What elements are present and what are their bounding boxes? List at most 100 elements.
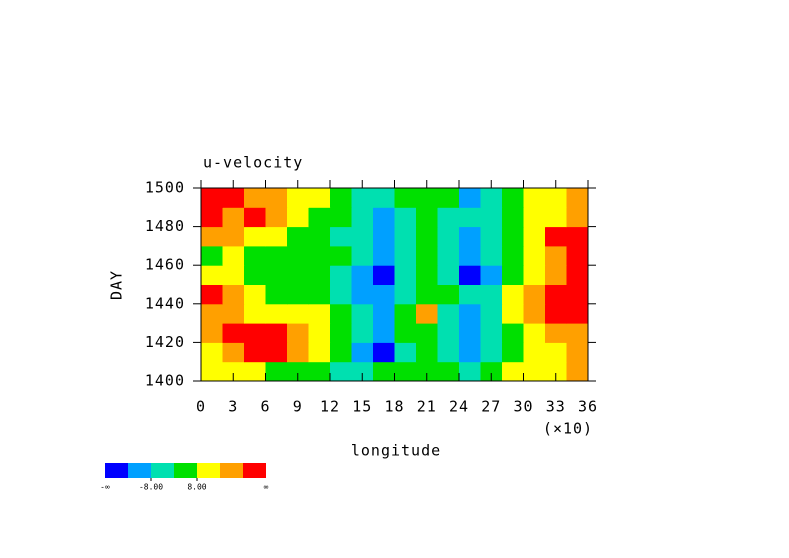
cell	[351, 265, 374, 285]
colorbar-label: -8.00	[139, 483, 163, 492]
cell	[330, 303, 352, 324]
cell	[201, 284, 223, 305]
x-tick-label: 15	[352, 398, 372, 416]
cell	[244, 284, 266, 305]
cell	[480, 245, 503, 266]
colorbar-swatch	[105, 463, 128, 478]
cell	[459, 361, 481, 382]
cell	[287, 245, 309, 266]
cell	[351, 303, 374, 324]
cell	[201, 303, 223, 324]
cell	[265, 303, 288, 324]
cell	[545, 188, 567, 208]
cell	[545, 342, 567, 363]
x-scale-label: (×10)	[543, 420, 593, 438]
cell	[437, 342, 460, 363]
cell	[394, 265, 417, 285]
cell	[394, 245, 417, 266]
cell	[523, 342, 546, 363]
colorbar: -8.00 8.00 -∞ ∞	[100, 463, 269, 492]
cell	[330, 265, 352, 285]
cell	[244, 226, 266, 247]
cell	[265, 323, 288, 343]
cell	[351, 342, 374, 363]
cell	[480, 323, 503, 343]
cell	[459, 265, 481, 285]
cell	[373, 303, 395, 324]
x-tick-label: 30	[513, 398, 533, 416]
cell	[244, 265, 266, 285]
cell	[201, 207, 223, 228]
cell	[201, 265, 223, 285]
cell	[330, 207, 352, 228]
cell	[523, 207, 546, 228]
y-tick-label: 1460	[145, 256, 185, 274]
cell	[545, 245, 567, 266]
cell	[502, 323, 524, 343]
cell	[287, 188, 309, 208]
colorbar-swatch	[243, 463, 266, 478]
y-tick-label: 1400	[145, 372, 185, 390]
cell	[566, 342, 589, 363]
cell	[351, 361, 374, 382]
cell	[566, 207, 589, 228]
cell	[566, 323, 589, 343]
cell	[308, 226, 331, 247]
cell	[416, 361, 438, 382]
y-tick-label: 1420	[145, 333, 185, 351]
cell	[265, 342, 288, 363]
cell	[330, 226, 352, 247]
cell	[394, 342, 417, 363]
cell	[373, 323, 395, 343]
cell	[545, 207, 567, 228]
cell	[265, 226, 288, 247]
cell	[308, 361, 331, 382]
cell	[523, 323, 546, 343]
cell	[330, 323, 352, 343]
cell	[201, 342, 223, 363]
colorbar-swatch	[197, 463, 220, 478]
cell	[437, 284, 460, 305]
cell	[244, 245, 266, 266]
cell	[437, 245, 460, 266]
colorbar-label: -∞	[100, 483, 110, 492]
x-tick-label: 33	[546, 398, 566, 416]
cell	[287, 226, 309, 247]
cell	[308, 188, 331, 208]
cell	[545, 361, 567, 382]
cell	[502, 188, 524, 208]
cell	[502, 342, 524, 363]
colorbar-swatch	[128, 463, 151, 478]
cell	[244, 323, 266, 343]
cell	[373, 226, 395, 247]
cell	[459, 284, 481, 305]
y-tick-label: 1480	[145, 217, 185, 235]
cell	[330, 284, 352, 305]
cell	[416, 303, 438, 324]
cell	[502, 226, 524, 247]
cell	[437, 188, 460, 208]
cell	[523, 265, 546, 285]
cell	[416, 188, 438, 208]
cell	[394, 207, 417, 228]
cell	[201, 188, 223, 208]
x-tick-label: 9	[293, 398, 303, 416]
cell	[459, 245, 481, 266]
cell	[287, 265, 309, 285]
cell	[330, 342, 352, 363]
cell	[373, 265, 395, 285]
cell	[523, 245, 546, 266]
cell	[566, 265, 589, 285]
cell	[502, 303, 524, 324]
x-tick-label: 0	[196, 398, 206, 416]
cell	[265, 245, 288, 266]
cell	[459, 342, 481, 363]
cell	[394, 188, 417, 208]
cell	[222, 265, 245, 285]
cell	[330, 245, 352, 266]
cell	[201, 323, 223, 343]
cell	[459, 303, 481, 324]
cell	[480, 361, 503, 382]
cell	[244, 207, 266, 228]
